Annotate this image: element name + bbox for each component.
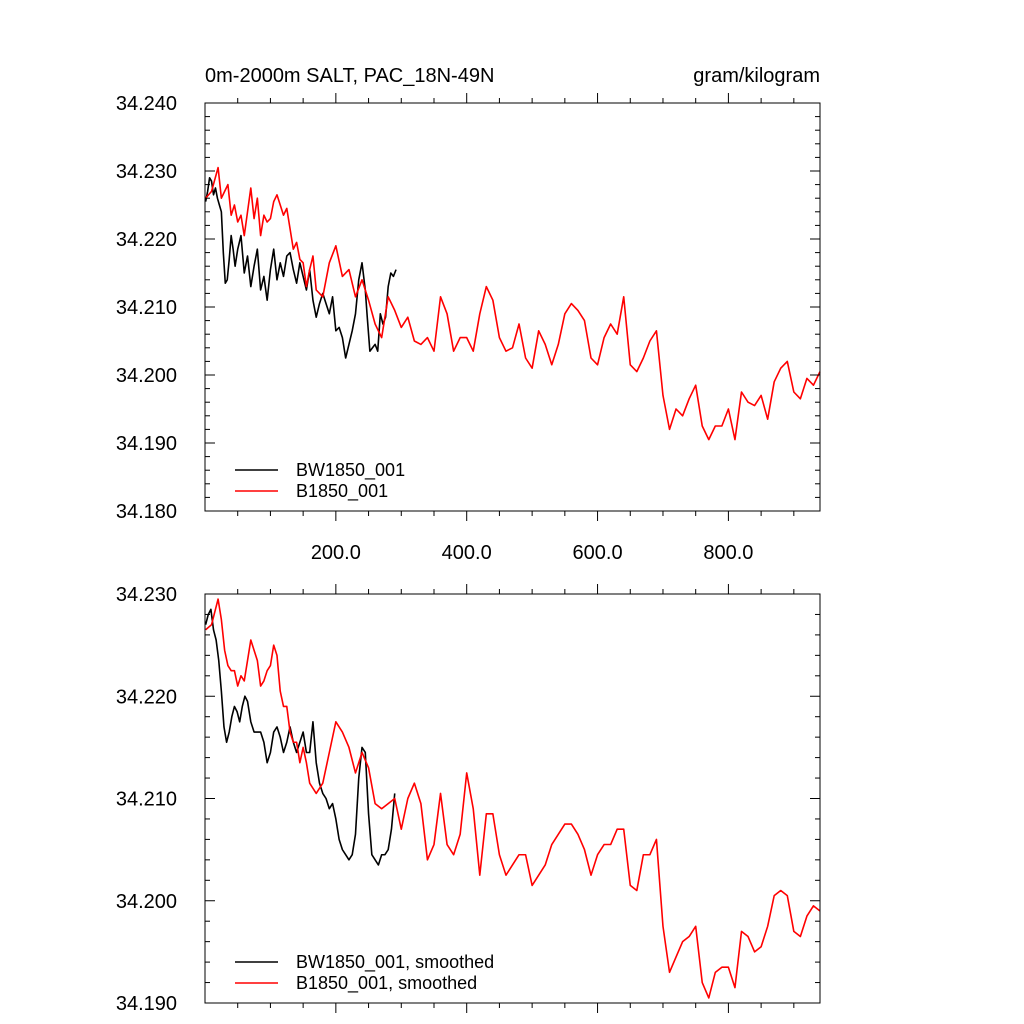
legend-label-bw1850-001: BW1850_001 xyxy=(296,460,405,481)
top-y-tick-label: 34.240 xyxy=(116,93,177,115)
top-x-tick-label: 800.0 xyxy=(703,542,753,564)
bottom-plot-frame xyxy=(204,593,821,1004)
top-x-tick-label: 200.0 xyxy=(311,542,361,564)
top-chart-panel: 0m-2000m SALT, PAC_18N-49N gram/kilogram… xyxy=(116,65,821,564)
bottom-plot-area: 34.190 34.200 34.210 34.220 34.230 xyxy=(116,584,821,1015)
top-y-tick-label: 34.180 xyxy=(116,501,177,523)
bottom-series-b1850-001-smoothed xyxy=(205,598,821,999)
top-y-tick-label: 34.220 xyxy=(116,229,177,251)
top-y-tick-label: 34.210 xyxy=(116,297,177,319)
bottom-y-tick-label: 34.220 xyxy=(116,686,177,708)
bottom-y-tick-label: 34.210 xyxy=(116,789,177,811)
legend-label-b1850-001-smoothed: B1850_001, smoothed xyxy=(296,973,477,994)
top-y-tick-label: 34.190 xyxy=(116,433,177,455)
chart-title-left: 0m-2000m SALT, PAC_18N-49N xyxy=(205,65,494,87)
legend-label-bw1850-001-smoothed: BW1850_001, smoothed xyxy=(296,952,494,973)
top-x-tick-label: 400.0 xyxy=(442,542,492,564)
bottom-y-tick-label: 34.200 xyxy=(116,891,177,913)
top-y-tick-label: 34.200 xyxy=(116,365,177,387)
top-y-tick-label: 34.230 xyxy=(116,161,177,183)
chart-title-right: gram/kilogram xyxy=(693,65,820,87)
top-series-b1850-001 xyxy=(205,166,821,441)
bottom-chart-panel: 34.190 34.200 34.210 34.220 34.230 BW1850_00… xyxy=(116,584,821,1015)
bottom-series-bw1850-001-smoothed xyxy=(204,608,396,866)
bottom-legend: BW1850_001, smoothed B1850_001, smoothed xyxy=(235,952,494,994)
bottom-y-tick-label: 34.230 xyxy=(116,584,177,606)
top-plot-frame xyxy=(204,102,821,512)
top-x-tick-label: 600.0 xyxy=(573,542,623,564)
top-series-bw1850-001 xyxy=(204,177,397,359)
bottom-y-tick-label: 34.190 xyxy=(116,993,177,1015)
top-plot-area: 34.180 34.190 34.200 34.210 34.220 34.230 34.2… xyxy=(116,93,821,564)
top-legend: BW1850_001 B1850_001 xyxy=(235,460,405,502)
legend-label-b1850-001: B1850_001 xyxy=(296,481,388,502)
